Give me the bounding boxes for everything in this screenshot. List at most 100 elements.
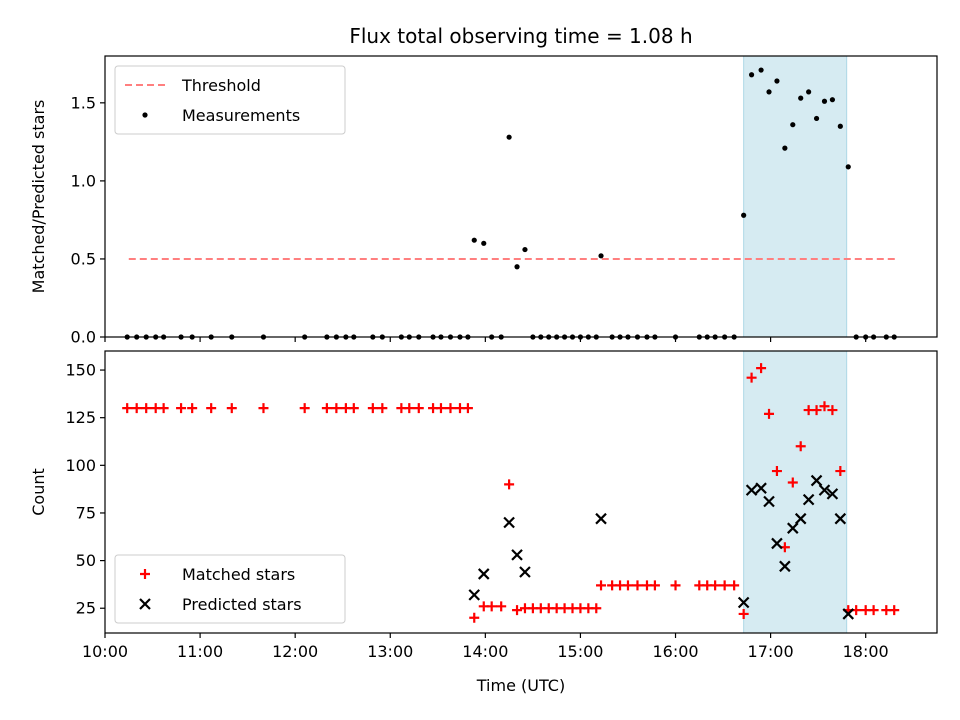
chart2-predicted-stars-point — [519, 566, 531, 578]
chart2-predicted-stars-point — [802, 493, 815, 506]
chart2-x-tick-label: 18:00 — [843, 642, 889, 661]
chart1-measurements-point — [806, 89, 812, 95]
chart2-y-tick-label: 125 — [65, 408, 96, 427]
chart1-measurements-point — [813, 115, 820, 122]
chart2-matched-stars-point — [367, 403, 378, 414]
chart2-matched-stars-point — [299, 403, 310, 414]
chart2-predicted-stars-point — [763, 495, 775, 508]
chart2-matched-stars-point — [413, 403, 424, 414]
chart2-predicted-stars-point — [468, 589, 481, 601]
chart1-y-axis-label: Matched/Predicted stars — [29, 100, 48, 294]
chart2-predicted-stars-point — [755, 482, 767, 494]
chart1-measurements-point — [782, 145, 788, 151]
chart2-matched-stars-point — [321, 403, 332, 414]
chart2-predicted-stars-point — [595, 512, 607, 525]
chart2-matched-stars-point — [835, 466, 846, 477]
chart2-x-tick-label: 12:00 — [272, 642, 318, 661]
chart2-matched-stars-point — [746, 372, 757, 383]
chart2-predicted-stars-point — [745, 484, 758, 496]
chart2-predicted-stars-point — [779, 560, 791, 573]
chart1-measurements-point — [481, 240, 487, 246]
chart2-legend-label: Predicted stars — [182, 595, 302, 614]
chart2-matched-stars-point — [348, 403, 359, 414]
chart2-matched-stars-point — [176, 403, 187, 414]
chart1-measurements-point — [506, 134, 512, 140]
chart2-matched-stars-point — [158, 403, 169, 414]
chart2-matched-stars-point — [404, 403, 415, 414]
chart1-measurements-point — [829, 97, 836, 103]
chart2-predicted-stars-point — [842, 608, 855, 620]
chart2-y-axis-label: Count — [29, 468, 48, 516]
chart2-matched-stars-point — [719, 580, 730, 591]
chart2-matched-stars-point — [462, 403, 473, 414]
chart2-matched-stars-point — [868, 605, 879, 616]
chart2-predicted-stars-point — [511, 549, 523, 561]
chart2-y-tick-label: 50 — [76, 551, 96, 570]
chart2-y-tick-label: 100 — [65, 456, 96, 475]
chart2-matched-stars-point — [811, 405, 822, 416]
chart2-predicted-stars-point — [737, 596, 750, 609]
chart2-matched-stars-point — [596, 580, 607, 591]
chart2-matched-stars-point — [591, 603, 602, 614]
chart2-x-tick-label: 16:00 — [652, 642, 698, 661]
chart2-legend-matched-stars-swatch — [140, 569, 150, 579]
chart2-axes-frame — [104, 350, 938, 634]
chart2-matched-stars-point — [331, 403, 342, 414]
chart1-measurements-point — [514, 264, 520, 270]
chart2-matched-stars-point — [819, 401, 830, 412]
chart1-measurements-point — [758, 67, 764, 73]
chart1-y-tick-label: 1.0 — [71, 171, 96, 190]
chart2-predicted-stars-point — [771, 537, 783, 550]
chart2-x-tick-label: 15:00 — [557, 642, 603, 661]
chart2-matched-stars-point — [649, 580, 660, 591]
chart1-shaded-interval — [743, 55, 848, 338]
chart2-matched-stars-point — [226, 403, 237, 414]
chart2-matched-stars-point — [435, 403, 446, 414]
chart2-predicted-stars-point — [818, 484, 831, 496]
chart2-x-axis-label: Time (UTC) — [476, 676, 565, 695]
chart1-measurements-point — [798, 95, 804, 101]
chart2-matched-stars-point — [710, 580, 721, 591]
chart2-predicted-stars-point — [810, 474, 823, 487]
chart2-predicted-stars-point — [787, 522, 799, 534]
chart2-matched-stars-point — [469, 612, 480, 623]
chart2-matched-stars-point — [187, 403, 198, 414]
chart2-matched-stars-point — [486, 601, 497, 612]
chart2-matched-stars-point — [622, 580, 633, 591]
chart1-measurements-point — [741, 212, 747, 218]
chart2-y-tick-label: 25 — [76, 599, 96, 618]
chart2-matched-stars-point — [496, 601, 507, 612]
chart1-measurements-point — [598, 253, 604, 259]
chart2-matched-stars-point — [795, 441, 806, 452]
chart2-x-tick-label: 14:00 — [462, 642, 508, 661]
chart2-predicted-stars-point — [794, 512, 807, 525]
chart1-legend-label: Measurements — [182, 106, 300, 125]
chart2-matched-stars-point — [827, 405, 838, 416]
chart1-measurements-point — [845, 164, 851, 170]
chart2-matched-stars-point — [632, 580, 643, 591]
chart1-legend-measurements-swatch — [142, 112, 148, 118]
chart2-predicted-stars-point — [477, 568, 490, 580]
chart2-predicted-stars-point — [834, 512, 847, 525]
chart2-predicted-stars-point — [503, 516, 515, 529]
chart2-matched-stars-point — [504, 479, 515, 490]
chart2-matched-stars-point — [670, 580, 681, 591]
chart1-measurements-point — [821, 98, 828, 104]
chart2-matched-stars-point — [729, 580, 740, 591]
chart2-y-tick-label: 75 — [76, 503, 96, 522]
chart2-matched-stars-point — [756, 363, 767, 374]
chart2-matched-stars-point — [131, 403, 142, 414]
chart2-legend-box — [114, 554, 346, 624]
chart2-legend-predicted-stars-swatch — [139, 598, 151, 610]
chart2-matched-stars-point — [377, 403, 388, 414]
chart2-y-tick-label: 150 — [65, 361, 96, 380]
chart2-matched-stars-point — [445, 403, 456, 414]
chart2-matched-stars-point — [889, 605, 900, 616]
chart1-legend-box — [114, 65, 346, 135]
chart2-matched-stars-point — [141, 403, 152, 414]
chart1-measurements-point — [522, 246, 528, 253]
chart2-predicted-stars-point — [826, 488, 839, 500]
chart2-x-tick-label: 17:00 — [748, 642, 794, 661]
chart1-y-tick-label: 0.0 — [71, 328, 96, 347]
